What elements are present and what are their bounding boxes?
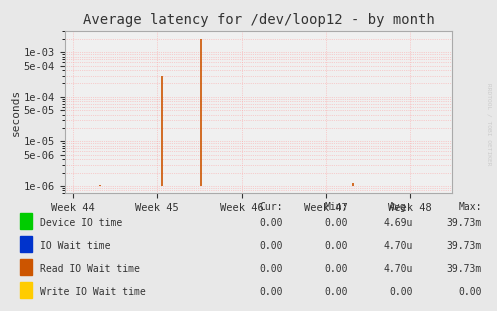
Text: 39.73m: 39.73m — [447, 241, 482, 251]
Y-axis label: seconds: seconds — [11, 88, 21, 136]
Bar — [20, 259, 32, 275]
Text: 0.00: 0.00 — [260, 264, 283, 274]
Text: 0.00: 0.00 — [459, 287, 482, 297]
Text: Avg:: Avg: — [389, 202, 413, 212]
Bar — [20, 213, 32, 229]
Text: 4.70u: 4.70u — [383, 241, 413, 251]
Bar — [20, 282, 32, 298]
Text: Device IO time: Device IO time — [40, 218, 122, 228]
Text: 0.00: 0.00 — [260, 218, 283, 228]
Text: Write IO Wait time: Write IO Wait time — [40, 287, 146, 297]
Text: 0.00: 0.00 — [389, 287, 413, 297]
Text: 0.00: 0.00 — [260, 241, 283, 251]
Text: Max:: Max: — [459, 202, 482, 212]
Text: RRDTOOL / TOBI OETIKER: RRDTOOL / TOBI OETIKER — [486, 83, 491, 166]
Text: 0.00: 0.00 — [325, 218, 348, 228]
Title: Average latency for /dev/loop12 - by month: Average latency for /dev/loop12 - by mon… — [83, 13, 434, 27]
Text: 0.00: 0.00 — [325, 241, 348, 251]
Text: Min:: Min: — [325, 202, 348, 212]
Text: Read IO Wait time: Read IO Wait time — [40, 264, 140, 274]
Bar — [20, 236, 32, 252]
Text: 0.00: 0.00 — [325, 287, 348, 297]
Text: 0.00: 0.00 — [260, 287, 283, 297]
Text: 4.70u: 4.70u — [383, 264, 413, 274]
Text: Cur:: Cur: — [260, 202, 283, 212]
Text: 39.73m: 39.73m — [447, 218, 482, 228]
Text: 4.69u: 4.69u — [383, 218, 413, 228]
Text: IO Wait time: IO Wait time — [40, 241, 110, 251]
Text: 39.73m: 39.73m — [447, 264, 482, 274]
Text: 0.00: 0.00 — [325, 264, 348, 274]
